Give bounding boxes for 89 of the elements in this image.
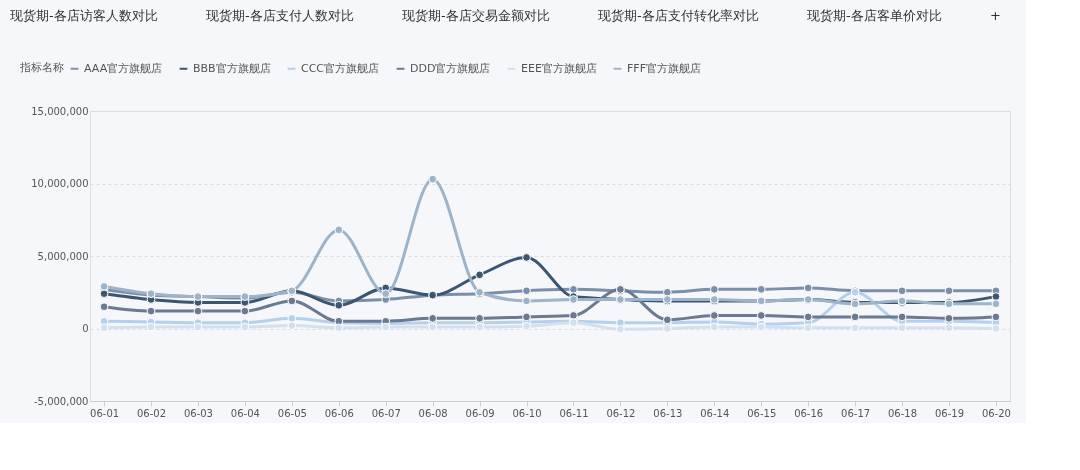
point: [897, 286, 907, 296]
point: [381, 322, 391, 332]
x-tick-label: 06-17: [841, 407, 871, 419]
x-tick-label: 06-16: [794, 407, 824, 419]
x-tick-label: 06-18: [888, 407, 918, 419]
x-tick-label: 06-02: [136, 407, 167, 419]
y-tick-label: 15,000,000: [31, 105, 89, 117]
legend-label: CCC官方旗舰店: [301, 61, 380, 75]
point: [428, 313, 438, 323]
point: [803, 323, 813, 333]
x-tick-label: 06-13: [653, 407, 683, 419]
point: [381, 289, 391, 299]
point: [99, 302, 109, 312]
x-tick-label: 06-10: [512, 407, 542, 419]
x-tick-label: 06-01: [90, 407, 120, 419]
point: [522, 253, 531, 262]
point: [709, 322, 719, 332]
point: [897, 312, 907, 322]
x-tick-label: 06-19: [934, 407, 965, 419]
point: [428, 322, 438, 332]
legend-label: BBB官方旗舰店: [193, 61, 271, 75]
point: [522, 286, 531, 296]
point: [897, 323, 907, 333]
legend-title: 指标名称: [19, 61, 64, 74]
legend-label: DDD官方旗舰店: [410, 61, 491, 75]
x-tick-label: 06-06: [324, 407, 354, 419]
point: [991, 324, 1001, 333]
y-tick-label: 0: [82, 323, 89, 334]
point: [146, 322, 156, 332]
x-tick-label: 06-09: [465, 407, 495, 419]
point: [99, 289, 109, 299]
point: [334, 300, 344, 310]
point: [944, 323, 954, 333]
y-tick-label: -5,000,000: [33, 395, 89, 407]
point: [522, 312, 531, 322]
point: [850, 312, 860, 322]
point: [991, 312, 1001, 322]
x-tick-label: 06-12: [606, 407, 636, 419]
point: [803, 283, 813, 293]
point: [522, 296, 531, 306]
point: [709, 311, 719, 320]
point: [662, 324, 672, 333]
y-tick-label: 10,000,000: [31, 178, 89, 189]
point: [475, 322, 484, 332]
x-tick-label: 06-07: [371, 407, 401, 419]
point: [193, 306, 203, 316]
point: [193, 322, 203, 332]
legend-label: EEE官方旗舰店: [521, 61, 597, 75]
x-tick-label: 06-15: [747, 407, 777, 419]
point: [803, 312, 813, 322]
point: [569, 284, 578, 294]
x-tick-label: 06-04: [230, 407, 260, 419]
point: [428, 174, 438, 184]
point: [522, 321, 531, 331]
x-tick-label: 06-14: [700, 407, 730, 419]
point: [240, 322, 250, 332]
x-tick-label: 06-20: [981, 407, 1011, 419]
point: [334, 323, 344, 333]
legend-label: AAA官方旗舰店: [84, 61, 163, 75]
point: [287, 296, 297, 306]
text: 现货期-各店支付人数对比: [206, 8, 354, 23]
y-tick-label: 5,000,000: [37, 250, 89, 262]
text: 现货期-各店交易金额对比: [402, 8, 550, 23]
point: [944, 286, 954, 296]
point: [475, 313, 484, 323]
text: 现货期-各店支付转化率对比: [598, 8, 759, 23]
point: [991, 299, 1001, 309]
point: [756, 311, 766, 320]
point: [616, 324, 625, 334]
point: [850, 323, 860, 333]
x-tick-label: 06-05: [277, 407, 307, 419]
x-tick-label: 06-03: [183, 407, 213, 419]
point: [475, 270, 484, 280]
point: [287, 321, 297, 330]
point: [146, 306, 156, 316]
point: [99, 323, 109, 333]
point: [240, 306, 250, 316]
point: [756, 284, 766, 294]
point: [991, 292, 1001, 301]
point: [709, 284, 719, 294]
legend-label: FFF官方旗舰店: [627, 61, 701, 75]
text: 现货期-各店访客人数对比: [10, 8, 158, 23]
text: +: [990, 8, 1001, 23]
point: [662, 287, 672, 297]
text: 现货期-各店客单价对比: [807, 8, 942, 23]
point: [569, 311, 578, 320]
x-tick-label: 06-08: [418, 407, 448, 419]
x-tick-label: 06-11: [559, 407, 589, 419]
point: [334, 225, 344, 235]
